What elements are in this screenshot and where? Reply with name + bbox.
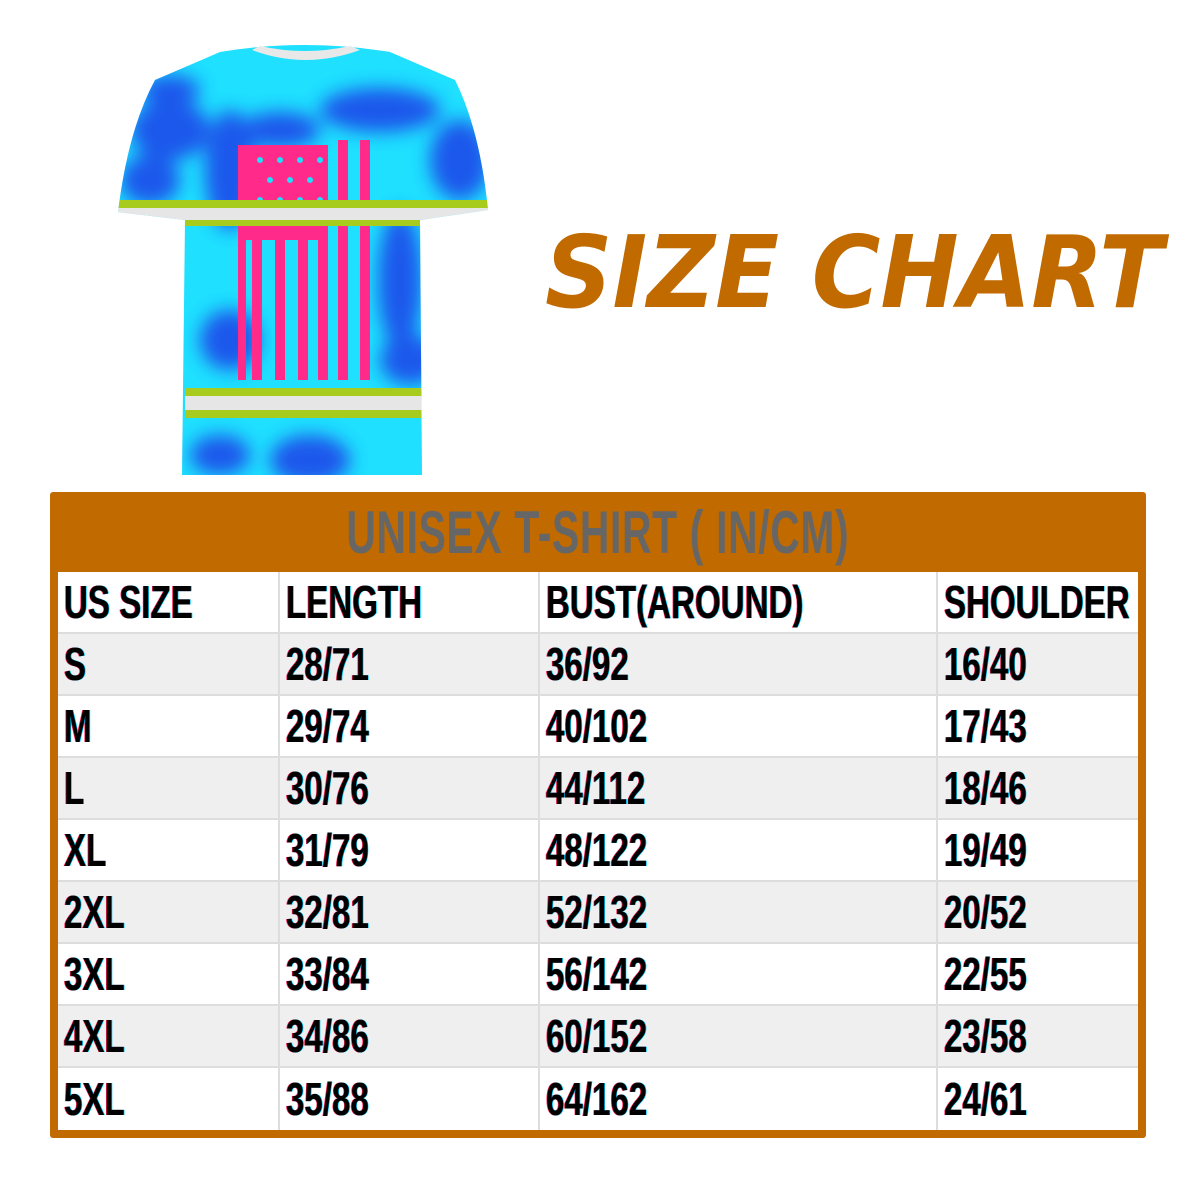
cell-value: 5XL <box>64 1073 125 1125</box>
cell-value: 48/122 <box>546 824 648 876</box>
table-row: 4XL 34/86 60/152 23/58 <box>58 1006 1138 1068</box>
table-cell: 48/122 <box>540 820 938 880</box>
cell-value: 56/142 <box>546 948 648 1000</box>
cell-value: 35/88 <box>286 1073 369 1125</box>
cell-value: 32/81 <box>286 886 369 938</box>
column-header-label: US SIZE <box>64 576 193 628</box>
cell-value: S <box>64 638 87 690</box>
table-cell: 64/162 <box>540 1068 938 1130</box>
table-cell: L <box>58 758 280 818</box>
table-cell: 32/81 <box>280 882 540 942</box>
column-header-label: LENGTH <box>286 576 423 628</box>
column-header: SHOULDER <box>938 572 1138 632</box>
cell-value: 4XL <box>64 1010 125 1062</box>
table-cell: S <box>58 634 280 694</box>
cell-value: 24/61 <box>944 1073 1027 1125</box>
table-cell: 5XL <box>58 1068 280 1130</box>
cell-value: 60/152 <box>546 1010 648 1062</box>
cell-value: 31/79 <box>286 824 369 876</box>
table-cell: 44/112 <box>540 758 938 818</box>
table-row: S 28/71 36/92 16/40 <box>58 634 1138 696</box>
table-cell: 31/79 <box>280 820 540 880</box>
table-cell: 17/43 <box>938 696 1138 756</box>
cell-value: 34/86 <box>286 1010 369 1062</box>
table-cell: 36/92 <box>540 634 938 694</box>
column-header: LENGTH <box>280 572 540 632</box>
table-cell: 2XL <box>58 882 280 942</box>
size-chart-title: SIZE CHART <box>545 215 1169 320</box>
cell-value: 20/52 <box>944 886 1027 938</box>
table-cell: 20/52 <box>938 882 1138 942</box>
table-cell: 40/102 <box>540 696 938 756</box>
table-row: 2XL 32/81 52/132 20/52 <box>58 882 1138 944</box>
table-header-row: US SIZE LENGTH BUST(AROUND) SHOULDER <box>58 572 1138 634</box>
table-cell: 22/55 <box>938 944 1138 1004</box>
table-cell: 34/86 <box>280 1006 540 1066</box>
cell-value: 40/102 <box>546 700 648 752</box>
table-grid: US SIZE LENGTH BUST(AROUND) SHOULDER S 28/71 3… <box>58 572 1138 1130</box>
column-header: US SIZE <box>58 572 280 632</box>
table-cell: XL <box>58 820 280 880</box>
cell-value: 22/55 <box>944 948 1027 1000</box>
cell-value: 2XL <box>64 886 125 938</box>
cell-value: 17/43 <box>944 700 1027 752</box>
svg-text:SIZE CHART: SIZE CHART <box>545 215 1169 320</box>
table-cell: 35/88 <box>280 1068 540 1130</box>
table-cell: 60/152 <box>540 1006 938 1066</box>
cell-value: 44/112 <box>546 762 646 814</box>
table-cell: 19/49 <box>938 820 1138 880</box>
table-cell: 18/46 <box>938 758 1138 818</box>
cell-value: 3XL <box>64 948 125 1000</box>
table-row: M 29/74 40/102 17/43 <box>58 696 1138 758</box>
cell-value: 16/40 <box>944 638 1027 690</box>
cell-value: 28/71 <box>286 638 369 690</box>
table-cell: 4XL <box>58 1006 280 1066</box>
cell-value: 33/84 <box>286 948 369 1000</box>
cell-value: 19/49 <box>944 824 1027 876</box>
cell-value: 29/74 <box>286 700 369 752</box>
table-row: 5XL 35/88 64/162 24/61 <box>58 1068 1138 1130</box>
size-table: UNISEX T-SHIRT ( IN/CM) US SIZE LENGTH BUS… <box>50 492 1146 1138</box>
table-cell: M <box>58 696 280 756</box>
table-cell: 56/142 <box>540 944 938 1004</box>
table-cell: 33/84 <box>280 944 540 1004</box>
table-row: XL 31/79 48/122 19/49 <box>58 820 1138 882</box>
column-header: BUST(AROUND) <box>540 572 938 632</box>
cell-value: 52/132 <box>546 886 648 938</box>
table-cell: 52/132 <box>540 882 938 942</box>
table-cell: 24/61 <box>938 1068 1138 1130</box>
table-caption: UNISEX T-SHIRT ( IN/CM) <box>346 498 850 566</box>
cell-value: 36/92 <box>546 638 629 690</box>
table-row: 3XL 33/84 56/142 22/55 <box>58 944 1138 1006</box>
cell-value: XL <box>64 824 107 876</box>
table-cell: 29/74 <box>280 696 540 756</box>
column-header-label: BUST(AROUND) <box>546 576 804 628</box>
table-cell: 23/58 <box>938 1006 1138 1066</box>
table-cell: 3XL <box>58 944 280 1004</box>
table-row: L 30/76 44/112 18/46 <box>58 758 1138 820</box>
table-cell: 16/40 <box>938 634 1138 694</box>
cell-value: M <box>64 700 92 752</box>
cell-value: 64/162 <box>546 1073 648 1125</box>
cell-value: 18/46 <box>944 762 1027 814</box>
cell-value: 30/76 <box>286 762 369 814</box>
cell-value: 23/58 <box>944 1010 1027 1062</box>
column-header-label: SHOULDER <box>944 576 1130 628</box>
table-cell: 28/71 <box>280 634 540 694</box>
table-cell: 30/76 <box>280 758 540 818</box>
cell-value: L <box>64 762 85 814</box>
tshirt-product-image <box>118 45 488 475</box>
